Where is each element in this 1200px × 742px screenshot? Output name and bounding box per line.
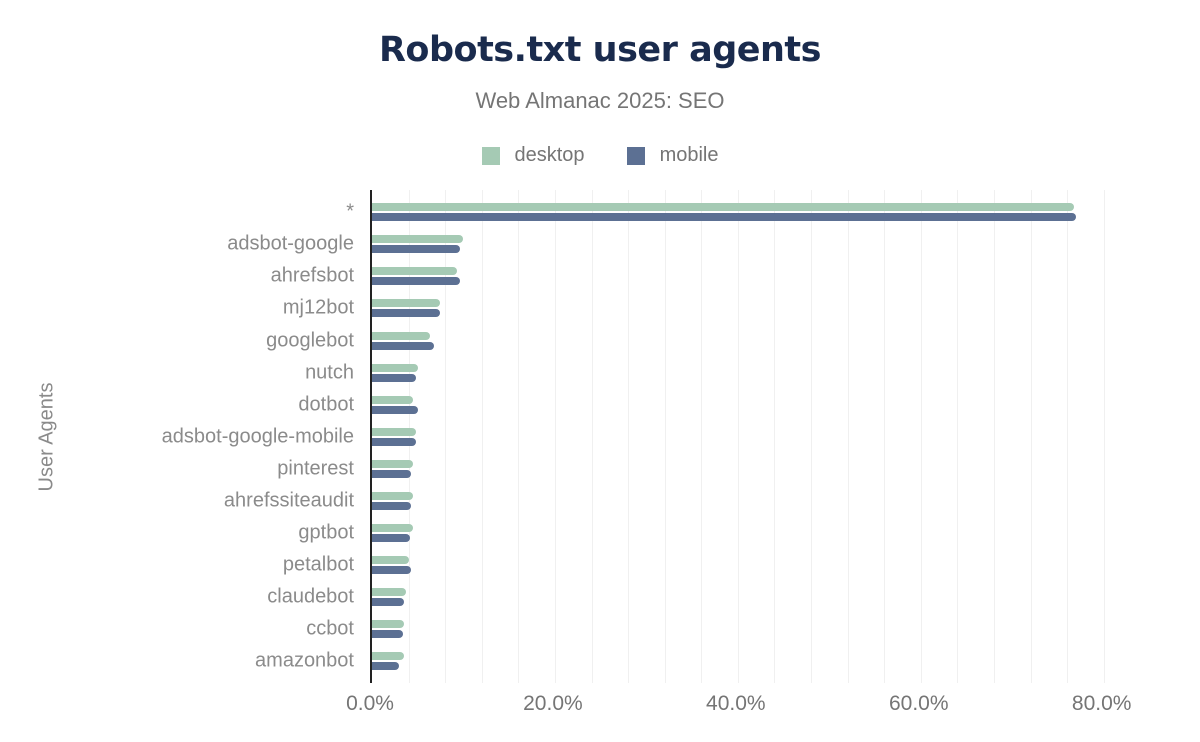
bar-mobile-gptbot[interactable]	[372, 533, 411, 542]
legend-item-mobile: mobile	[626, 144, 719, 167]
bar-mobile-amazonbot[interactable]	[372, 662, 400, 670]
bar-mobile-pinterest[interactable]	[372, 469, 412, 478]
chart-legend: desktop mobile	[0, 144, 1200, 167]
gridline	[591, 190, 593, 683]
gridline	[920, 190, 922, 683]
x-tick-label: 40.0%	[706, 692, 766, 715]
gridline	[445, 190, 447, 683]
gridline	[481, 190, 483, 683]
category-label: pinterest	[277, 457, 354, 480]
category-label: ahrefssiteaudit	[223, 489, 354, 512]
bar-desktop-*[interactable]	[372, 203, 1075, 212]
bar-mobile-nutch[interactable]	[372, 373, 416, 382]
gridline	[554, 190, 556, 683]
chart-title: Robots.txt user agents	[378, 30, 822, 70]
bar-desktop-mj12bot[interactable]	[372, 299, 440, 308]
bar-mobile-adsbot-google[interactable]	[372, 245, 460, 254]
category-label: *	[346, 200, 354, 223]
bar-mobile-adsbot-google-mobile[interactable]	[372, 437, 416, 446]
bar-desktop-adsbot-google[interactable]	[372, 235, 463, 244]
gridline	[664, 190, 666, 683]
bar-mobile-ahrefsbot[interactable]	[372, 277, 460, 286]
bar-desktop-gptbot[interactable]	[372, 523, 414, 532]
gridline	[737, 190, 739, 683]
bar-desktop-amazonbot[interactable]	[372, 652, 404, 660]
category-label: ccbot	[306, 617, 354, 640]
bar-desktop-dotbot[interactable]	[372, 395, 414, 404]
legend-swatch-icon	[626, 146, 645, 165]
category-label: petalbot	[282, 553, 354, 576]
legend-item-desktop: desktop	[481, 144, 585, 167]
category-label: ahrefsbot	[270, 264, 354, 287]
gridline	[774, 190, 776, 683]
category-label: adsbot-google	[227, 232, 354, 255]
bar-desktop-nutch[interactable]	[372, 363, 418, 372]
legend-label: mobile	[659, 144, 719, 166]
bar-desktop-claudebot[interactable]	[372, 587, 406, 596]
gridline	[993, 190, 995, 683]
gridline	[847, 190, 849, 683]
bar-mobile-petalbot[interactable]	[372, 565, 412, 574]
bar-mobile-dotbot[interactable]	[372, 405, 418, 414]
gridline	[884, 190, 886, 683]
bar-mobile-claudebot[interactable]	[372, 597, 404, 606]
plot-area	[370, 190, 1200, 683]
bar-desktop-googlebot[interactable]	[372, 331, 430, 340]
bar-desktop-ccbot[interactable]	[372, 619, 404, 628]
x-axis-tick-labels: 0.0% 20.0% 40.0% 60.0% 80.0%	[346, 692, 1200, 722]
x-tick-label: 60.0%	[888, 692, 949, 715]
x-tick-label: 20.0%	[523, 692, 583, 715]
category-label: claudebot	[267, 585, 354, 608]
bar-desktop-petalbot[interactable]	[372, 555, 410, 564]
category-label: gptbot	[298, 521, 354, 544]
bar-mobile-*[interactable]	[372, 213, 1077, 222]
legend-label: desktop	[514, 144, 585, 166]
bar-mobile-ahrefssiteaudit[interactable]	[372, 501, 412, 510]
x-tick-label: 80.0%	[1071, 692, 1132, 715]
category-label: amazonbot	[255, 649, 354, 672]
gridline	[1030, 190, 1032, 683]
gridline	[518, 190, 520, 683]
bar-desktop-ahrefssiteaudit[interactable]	[372, 491, 414, 500]
category-label: dotbot	[298, 393, 354, 416]
bar-mobile-mj12bot[interactable]	[372, 309, 440, 318]
y-axis-category-labels: * adsbot-google ahrefsbot mj12bot googlebot n…	[0, 190, 362, 683]
category-label: nutch	[305, 361, 354, 384]
gridline	[628, 190, 630, 683]
chart-subtitle: Web Almanac 2025: SEO	[475, 88, 725, 113]
bar-desktop-pinterest[interactable]	[372, 459, 414, 468]
gridline	[957, 190, 959, 683]
bar-mobile-googlebot[interactable]	[372, 341, 435, 350]
category-label: googlebot	[266, 329, 354, 351]
category-label: mj12bot	[282, 296, 354, 319]
bar-desktop-adsbot-google-mobile[interactable]	[372, 427, 416, 436]
legend-swatch-icon	[481, 146, 500, 165]
category-label: adsbot-google-mobile	[161, 425, 354, 448]
gridline	[408, 190, 410, 683]
gridline	[811, 190, 812, 683]
bar-mobile-ccbot[interactable]	[372, 629, 404, 638]
gridline	[1103, 190, 1105, 683]
gridline	[1067, 190, 1069, 683]
bar-desktop-ahrefsbot[interactable]	[372, 267, 458, 276]
gridline	[701, 190, 703, 683]
x-tick-label: 0.0%	[346, 692, 394, 715]
